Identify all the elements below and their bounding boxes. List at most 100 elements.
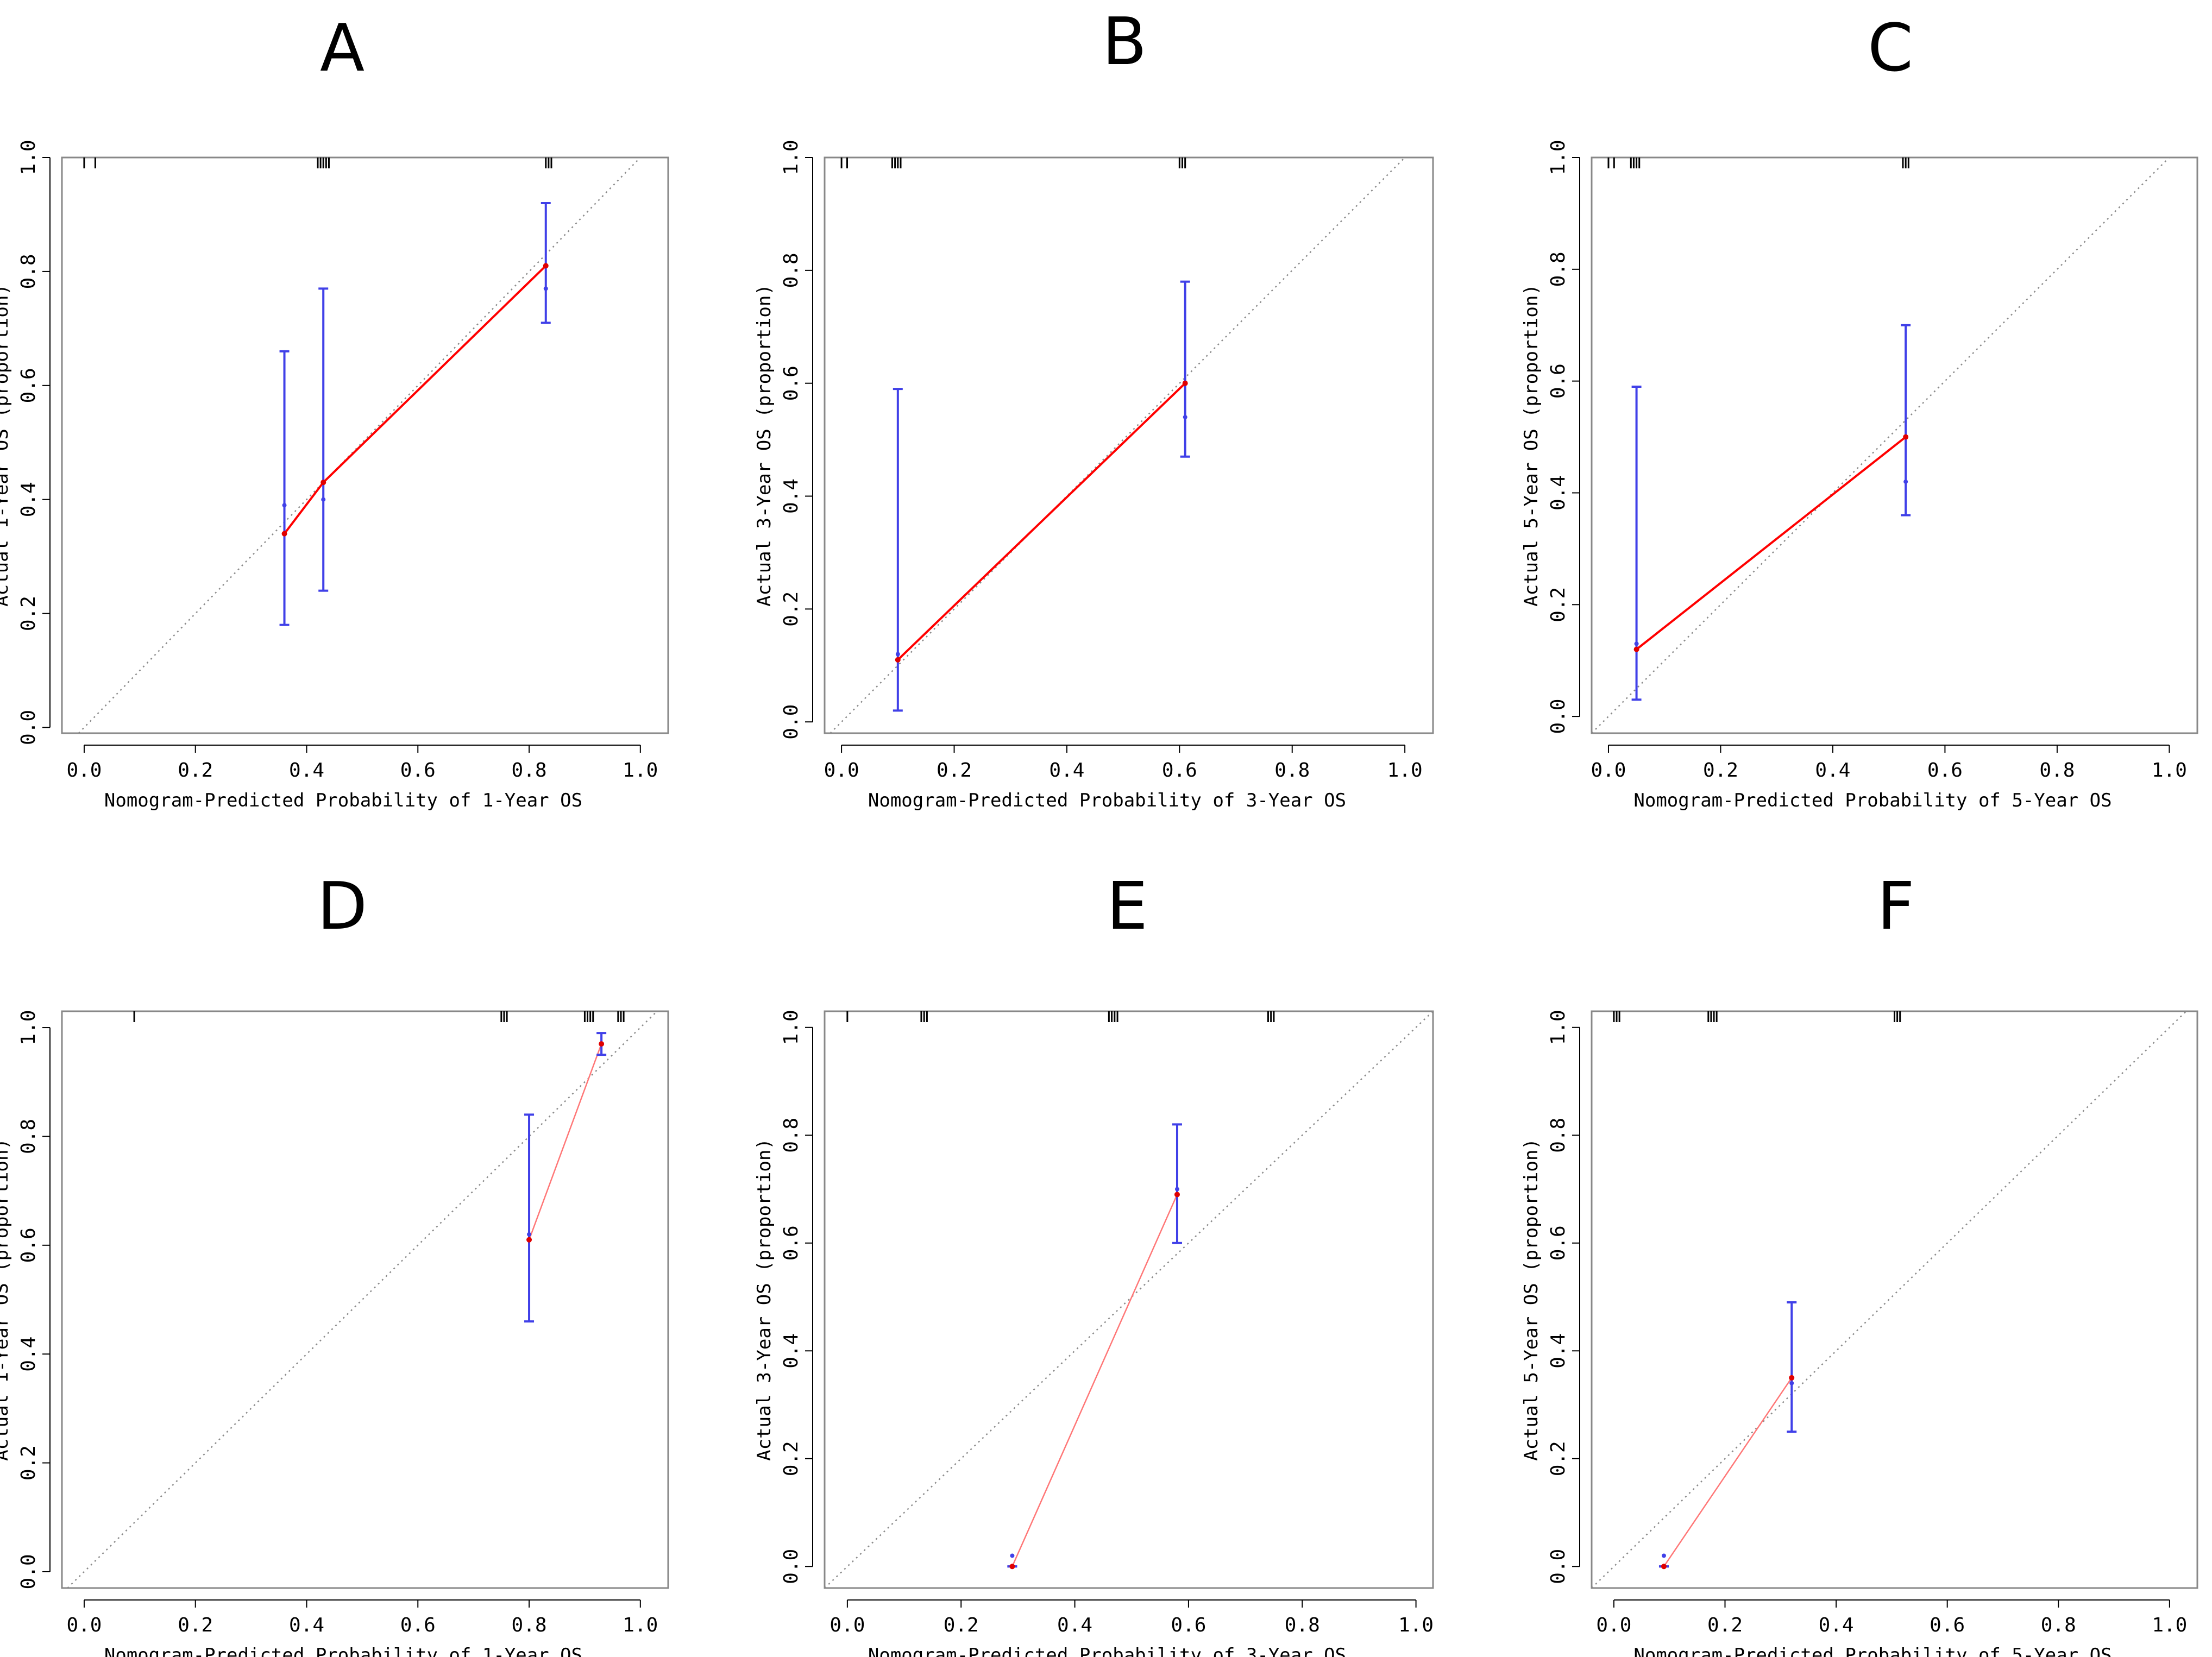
x-tick-label: 0.0 [1591, 759, 1626, 782]
y-tick-label: 0.0 [1547, 699, 1569, 734]
x-tick-label: 0.8 [2039, 759, 2075, 782]
calibration-line [528, 1043, 602, 1240]
y-tick-label: 0.6 [780, 366, 802, 401]
panel-c: C 0.0 0.2 0.4 0.6 0.8 1.0 0.0 0.2 0.4 0.6 0.8 1.0 Nom… [1520, 11, 2198, 811]
calibration-point [1903, 434, 1909, 440]
x-tick-label: 0.4 [1819, 1614, 1854, 1636]
bias-corrected-point [895, 652, 900, 657]
panel-a: A 0.0 0.2 0.4 0.6 0.8 1.0 0.0 0.2 0.4 0.6 0.8 1.0 Nom… [0, 11, 669, 811]
bias-corrected-point [321, 497, 326, 502]
x-tick-label: 0.2 [1707, 1614, 1743, 1636]
bias-corrected-point [543, 286, 548, 291]
ideal-line [824, 1011, 1434, 1589]
x-tick-label: 1.0 [623, 1614, 658, 1636]
y-tick-label: 1.0 [1547, 140, 1569, 175]
y-tick-label: 0.8 [1547, 1118, 1569, 1153]
x-tick-label: 1.0 [2152, 759, 2187, 782]
x-tick-label: 0.4 [1057, 1614, 1092, 1636]
x-tick-label: 0.0 [830, 1614, 865, 1636]
calibration-point [1174, 1192, 1180, 1198]
y-tick-label: 0.2 [780, 591, 802, 627]
ideal-line [1591, 1011, 2187, 1589]
panel-f: F 0.0 0.2 0.4 0.6 0.8 1.0 0.0 0.2 0.4 0.6 0.8 1.0 Nom… [1520, 869, 2198, 1657]
x-tick-label: 1.0 [1398, 1614, 1434, 1636]
y-axis-label: Actual 1-Year OS (proportion) [0, 1138, 12, 1461]
y-tick-label: 0.0 [17, 1554, 40, 1589]
y-tick-label: 0.8 [1547, 251, 1569, 287]
calibration-point [895, 657, 901, 663]
panel-letter: E [1107, 869, 1148, 944]
x-tick-label: 0.4 [1815, 759, 1850, 782]
bias-corrected-point [282, 503, 287, 508]
calibration-point [1661, 1564, 1667, 1570]
x-tick-label: 0.2 [178, 759, 213, 782]
x-tick-label: 0.8 [512, 1614, 547, 1636]
y-tick-label: 0.2 [1547, 587, 1569, 622]
y-tick-label: 0.8 [780, 253, 802, 288]
y-tick-label: 1.0 [1547, 1010, 1569, 1045]
y-tick-label: 0.0 [17, 710, 40, 745]
y-axis-label: Actual 3-Year OS (proportion) [753, 284, 775, 607]
x-tick-label: 0.0 [66, 1614, 102, 1636]
x-tick-label: 0.8 [1274, 759, 1310, 782]
y-tick-label: 1.0 [780, 1010, 802, 1045]
y-tick-label: 0.4 [1547, 475, 1569, 511]
y-tick-label: 0.2 [1547, 1441, 1569, 1476]
calibration-point [1633, 646, 1639, 652]
calibration-line [1011, 1194, 1178, 1567]
y-tick-label: 0.2 [17, 1445, 40, 1480]
y-axis-label: Actual 5-Year OS (proportion) [1520, 1138, 1542, 1461]
bias-corrected-point [1183, 415, 1187, 420]
x-tick-label: 0.6 [1171, 1614, 1206, 1636]
x-tick-label: 0.2 [944, 1614, 979, 1636]
plot-frame [1591, 156, 2198, 734]
y-axis-label: Actual 1-Year OS (proportion) [0, 284, 12, 607]
y-tick-label: 0.8 [17, 254, 40, 289]
calibration-line [897, 382, 1186, 661]
panel-d: D 0.0 0.2 0.4 0.6 0.8 1.0 0.0 0.2 0.4 0.6 0.8 1.0 Nom… [0, 869, 669, 1657]
x-tick-label: 0.6 [1927, 759, 1963, 782]
y-tick-label: 1.0 [780, 140, 802, 175]
panel-letter: A [320, 11, 365, 86]
y-tick-label: 1.0 [17, 140, 40, 175]
x-axis-label: Nomogram-Predicted Probability of 3-Year… [868, 790, 1346, 811]
ideal-line [830, 157, 1406, 734]
y-tick-label: 0.4 [17, 482, 40, 517]
y-tick-label: 0.0 [780, 1549, 802, 1584]
bias-corrected-point [1661, 1553, 1666, 1558]
panel-letter: C [1868, 11, 1913, 86]
plot-frame [824, 156, 1434, 734]
calibration-point [321, 480, 326, 486]
x-tick-label: 0.6 [1162, 759, 1197, 782]
plot-frame [824, 1010, 1434, 1589]
y-tick-label: 0.6 [1547, 1225, 1569, 1261]
x-tick-label: 0.8 [1285, 1614, 1320, 1636]
ideal-line [1591, 157, 2170, 734]
y-tick-label: 0.2 [17, 596, 40, 631]
y-tick-label: 0.6 [17, 1227, 40, 1263]
x-tick-label: 0.2 [178, 1614, 213, 1636]
x-tick-label: 1.0 [1387, 759, 1423, 782]
plot-frame [61, 1010, 669, 1589]
bias-corrected-point [1789, 1381, 1794, 1385]
y-axis-label: Actual 5-Year OS (proportion) [1520, 284, 1542, 607]
x-tick-label: 0.0 [66, 759, 102, 782]
calibration-point [1009, 1564, 1015, 1570]
calibration-point [543, 263, 549, 269]
panel-letter: F [1877, 869, 1914, 944]
x-axis-label: Nomogram-Predicted Probability of 5-Year… [1633, 1645, 2112, 1657]
calibration-point [599, 1041, 605, 1047]
y-tick-label: 0.6 [1547, 363, 1569, 399]
x-axis-label: Nomogram-Predicted Probability of 3-Year… [868, 1645, 1346, 1657]
y-tick-label: 0.2 [780, 1441, 802, 1476]
panel-e: E 0.0 0.2 0.4 0.6 0.8 1.0 0.0 0.2 0.4 0.6 0.8 1.0 Nom… [753, 869, 1434, 1657]
y-tick-label: 1.0 [17, 1010, 40, 1045]
calibration-point [526, 1237, 532, 1243]
bias-corrected-point [1010, 1553, 1015, 1558]
y-tick-label: 0.8 [17, 1119, 40, 1154]
x-axis-label: Nomogram-Predicted Probability of 1-Year… [104, 1645, 582, 1657]
y-tick-label: 0.6 [780, 1225, 802, 1261]
calibration-point [1789, 1375, 1795, 1381]
bias-corrected-point [527, 1232, 532, 1237]
